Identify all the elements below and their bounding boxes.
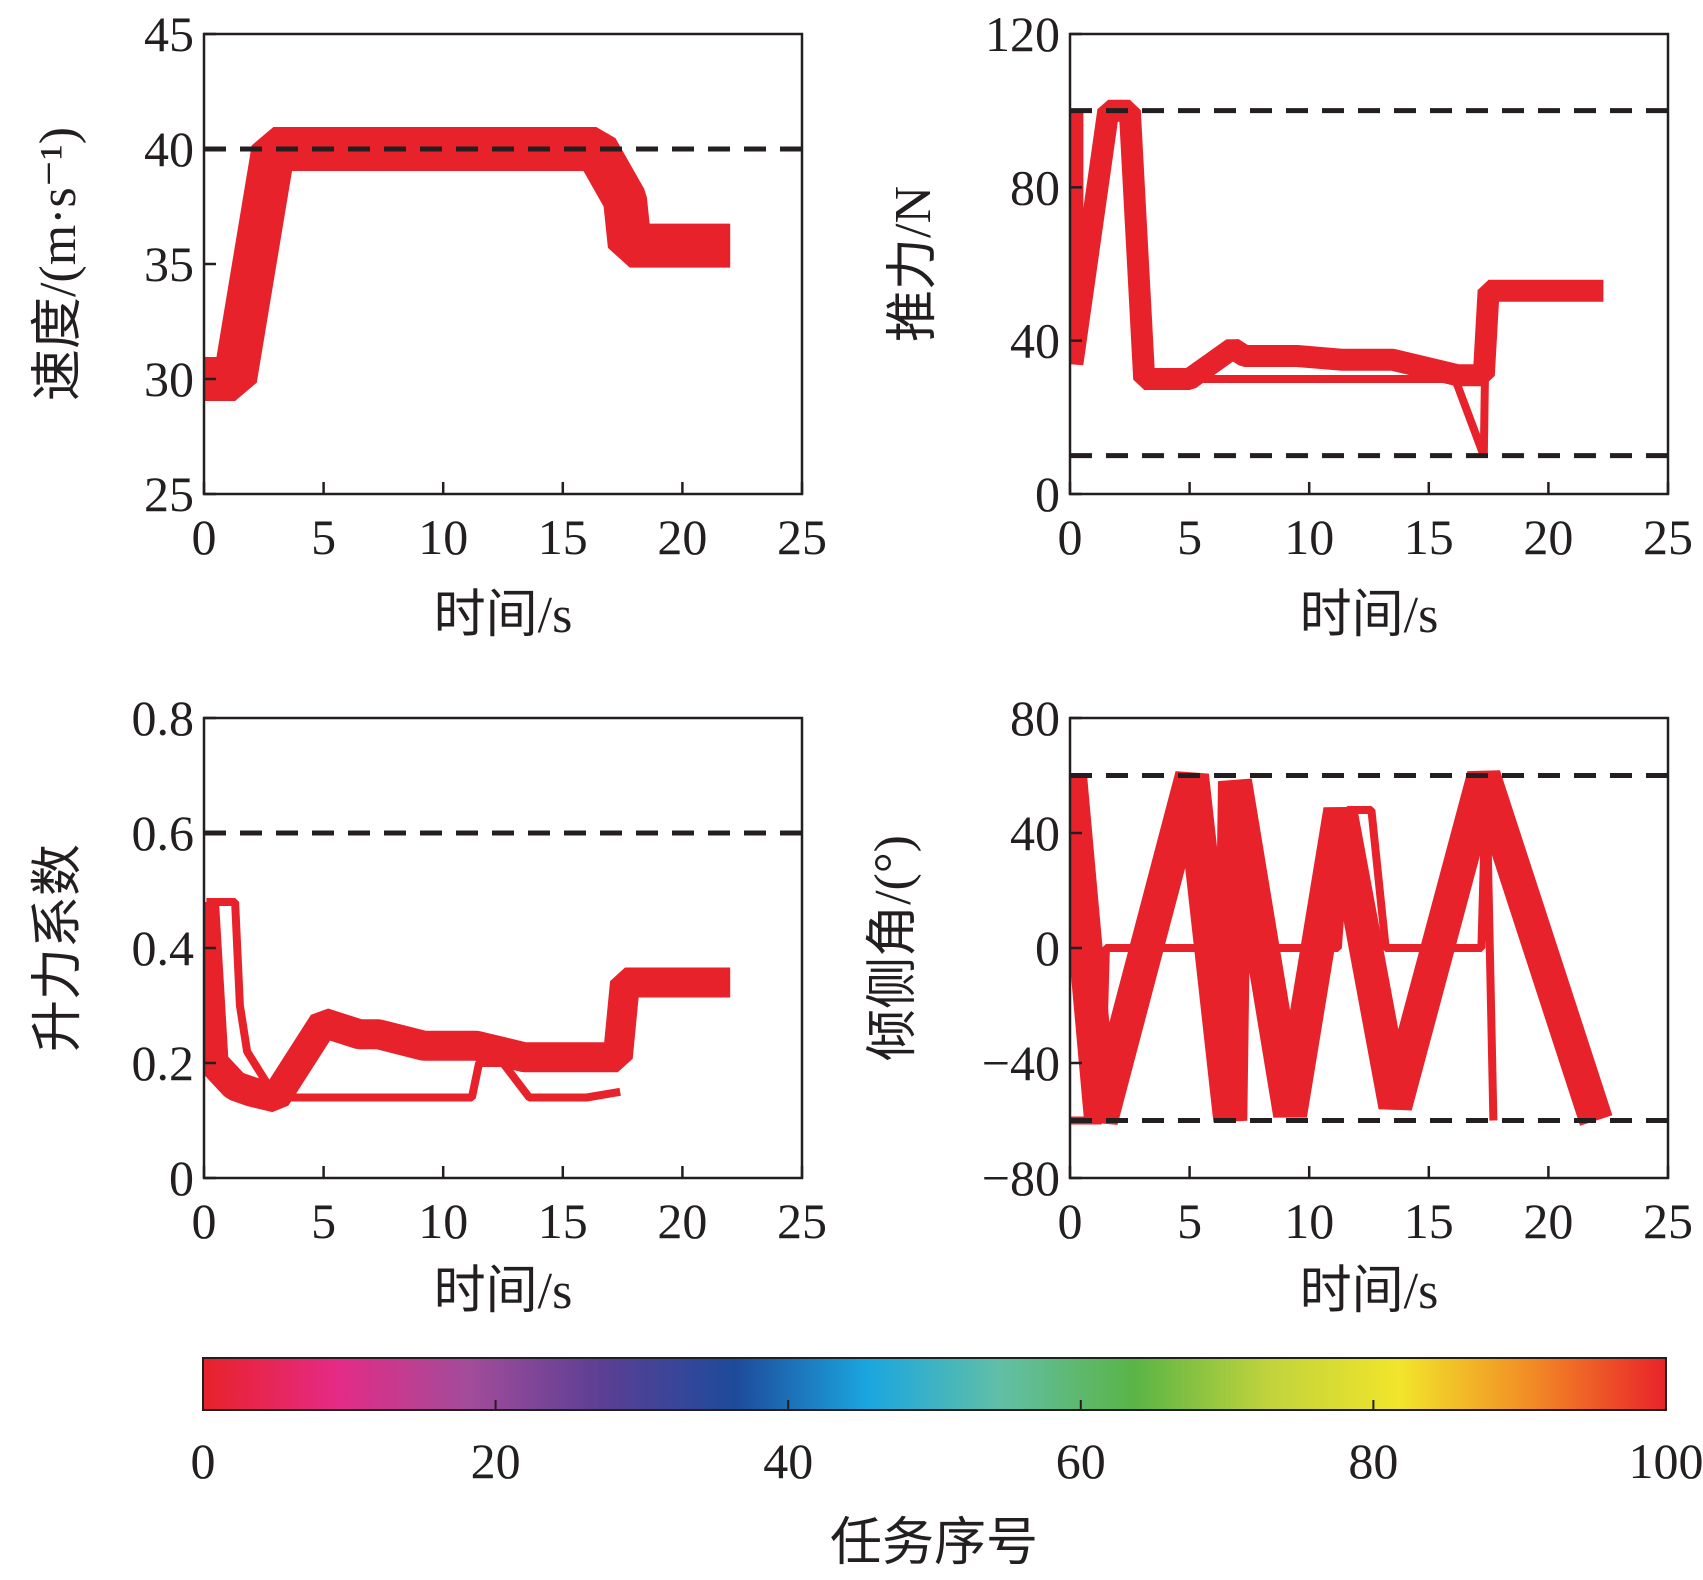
bank-trajectory-task-100: [1070, 775, 1498, 1125]
thrust-ylabel: 推力/N: [885, 186, 942, 342]
thrust-xtick-label: 0: [1058, 509, 1083, 565]
thrust-xtick-label: 5: [1177, 509, 1202, 565]
bank-ytick-label: −80: [982, 1150, 1060, 1206]
speed-ytick-label: 40: [144, 121, 194, 177]
thrust-xtick-label: 15: [1404, 509, 1454, 565]
colorbar-tick-label: 40: [763, 1433, 813, 1489]
bank-bands: [1070, 770, 1613, 1126]
lift-xtick-label: 5: [311, 1193, 336, 1249]
bank-xtick-label: 10: [1284, 1193, 1334, 1249]
colorbar-tick-label: 20: [471, 1433, 521, 1489]
thrust-xtick-label: 10: [1284, 509, 1334, 565]
thrust-xtick-label: 25: [1643, 509, 1693, 565]
speed-xtick-label: 20: [657, 509, 707, 565]
speed-xtick-label: 5: [311, 509, 336, 565]
lift-ylabel: 升力系数: [30, 844, 87, 1052]
speed-ytick-label: 30: [144, 351, 194, 407]
lift-trajectory-task-100: [206, 898, 621, 1102]
colorbar-gradient: [202, 1357, 1667, 1411]
lift-ytick-label: 0: [169, 1150, 194, 1206]
colorbar-label: 任务序号: [830, 1515, 1038, 1572]
bank-xticks: 0 5 10 15 20 25: [1058, 1166, 1693, 1249]
lift-bands: [204, 898, 731, 1113]
speed-yticks: 25 30 35 40 45: [144, 6, 216, 522]
colorbar-tick-label: 100: [1629, 1433, 1703, 1489]
speed-xticks: 0 5 10 15 20 25: [192, 482, 827, 565]
speed-xlabel: 时间/s: [434, 587, 573, 644]
chart-thrust: 0 5 10 15 20 25 0 40 80 120 时间/s 推力/N: [885, 6, 1693, 644]
thrust-xticks: 0 5 10 15 20 25: [1058, 482, 1693, 565]
speed-ytick-label: 45: [144, 6, 194, 62]
bank-limit-lines: [1070, 773, 1668, 1123]
lift-ytick-label: 0.4: [132, 920, 195, 976]
thrust-xtick-label: 20: [1523, 509, 1573, 565]
lift-ytick-label: 0.6: [132, 805, 195, 861]
speed-trajectory-task-0: [204, 127, 731, 401]
speed-xtick-label: 10: [418, 509, 468, 565]
bank-ytick-label: 40: [1010, 805, 1060, 861]
bank-xtick-label: 15: [1404, 1193, 1454, 1249]
lift-ytick-label: 0.8: [132, 690, 195, 746]
colorbar: 0 20 40 60 80 100 任务序号: [191, 1357, 1703, 1572]
lift-xlabel: 时间/s: [434, 1263, 573, 1320]
bank-xlabel: 时间/s: [1300, 1263, 1439, 1320]
thrust-ytick-label: 0: [1035, 466, 1060, 522]
bank-ytick-label: 80: [1010, 690, 1060, 746]
thrust-yticks: 0 40 80 120: [985, 6, 1082, 522]
lift-ytick-label: 0.2: [132, 1035, 195, 1091]
lift-xtick-label: 15: [538, 1193, 588, 1249]
speed-xtick-label: 15: [538, 509, 588, 565]
bank-xtick-label: 5: [1177, 1193, 1202, 1249]
speed-xtick-label: 25: [777, 509, 827, 565]
thrust-xlabel: 时间/s: [1300, 587, 1439, 644]
thrust-ytick-label: 40: [1010, 313, 1060, 369]
thrust-bands: [1070, 99, 1604, 458]
bank-yticks: −80 −40 0 40 80: [982, 690, 1082, 1206]
speed-ytick-label: 25: [144, 466, 194, 522]
bank-ytick-label: 0: [1035, 920, 1060, 976]
lift-xtick-label: 10: [418, 1193, 468, 1249]
lift-xtick-label: 20: [657, 1193, 707, 1249]
colorbar-tick-label: 60: [1056, 1433, 1106, 1489]
bank-ylabel: 倾侧角/(°): [865, 835, 922, 1061]
chart-speed: 0 5 10 15 20 25 25 30 35 40 45 时间/s 速度/(m·s⁻¹): [30, 6, 827, 644]
bank-xtick-label: 25: [1643, 1193, 1693, 1249]
thrust-ytick-label: 120: [985, 6, 1060, 62]
lift-xtick-label: 25: [777, 1193, 827, 1249]
thrust-ytick-label: 80: [1010, 159, 1060, 215]
bank-xtick-label: 0: [1058, 1193, 1083, 1249]
thrust-trajectory-task-0: [1070, 99, 1604, 390]
speed-trajectory-task-100: [204, 145, 627, 383]
thrust-limit-lines: [1070, 108, 1668, 459]
bank-ytick-label: −40: [982, 1035, 1060, 1091]
lift-trajectory-task-0: [204, 901, 731, 1113]
bank-xtick-label: 20: [1523, 1193, 1573, 1249]
lift-yticks: 0 0.2 0.4 0.6 0.8: [132, 690, 216, 1206]
thrust-plot-frame: [1068, 32, 1670, 496]
lift-xtick-label: 0: [192, 1193, 217, 1249]
speed-ylabel: 速度/(m·s⁻¹): [30, 127, 87, 401]
colorbar-tick-label: 0: [191, 1433, 216, 1489]
chart-bank: 0 5 10 15 20 25 −80 −40 0 40 80 时间/s 倾侧角/(°): [865, 690, 1693, 1320]
colorbar-tick-label: 80: [1348, 1433, 1398, 1489]
speed-xtick-label: 0: [192, 509, 217, 565]
lift-xticks: 0 5 10 15 20 25: [192, 1166, 827, 1249]
colorbar-ticks: 0 20 40 60 80 100: [191, 1400, 1703, 1489]
lift-plot-frame: [202, 716, 804, 1180]
speed-bands: [204, 127, 731, 401]
speed-ytick-label: 35: [144, 236, 194, 292]
chart-lift: 0 5 10 15 20 25 0 0.2 0.4 0.6 0.8 时间/s 升力系数: [30, 690, 827, 1320]
